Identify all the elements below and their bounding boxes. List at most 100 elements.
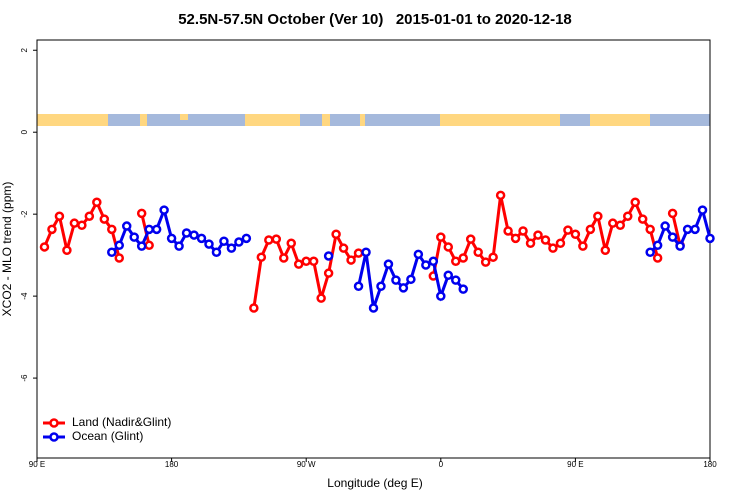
data-point (47, 224, 57, 235)
data-point (219, 236, 229, 246)
data-point (645, 247, 655, 258)
data-point (660, 221, 670, 231)
data-point (39, 242, 50, 252)
data-point (159, 205, 169, 215)
data-point (114, 240, 125, 251)
data-point (62, 245, 72, 255)
data-point (174, 241, 184, 251)
data-point (697, 205, 708, 215)
x-tick-label: 90 W (297, 460, 316, 469)
data-point (480, 257, 491, 267)
data-point (241, 233, 252, 244)
data-point (473, 247, 483, 258)
data-point (323, 251, 334, 261)
data-point (107, 224, 117, 235)
data-point (622, 211, 633, 221)
data-point (518, 226, 528, 236)
legend-marker (49, 418, 59, 428)
data-point (682, 224, 693, 235)
data-point (413, 249, 424, 260)
y-tick-label: 2 (20, 47, 29, 52)
data-point (84, 211, 95, 221)
data-point (585, 224, 596, 235)
x-tick-label: 180 (703, 460, 717, 469)
legend-marker (49, 432, 59, 442)
data-point (286, 238, 296, 249)
data-point (667, 208, 678, 219)
data-point (443, 270, 454, 280)
data-point (563, 225, 573, 235)
data-point (705, 233, 715, 244)
data-point (615, 220, 626, 230)
data-point (361, 247, 371, 258)
data-point (383, 259, 394, 269)
data-point (144, 240, 154, 251)
data-point (331, 229, 341, 239)
data-point (578, 241, 588, 251)
data-point (570, 229, 581, 239)
data-point (525, 238, 536, 249)
data-point (338, 243, 349, 253)
data-point (443, 242, 454, 252)
data-point (308, 256, 319, 267)
data-point (264, 235, 274, 245)
data-point (451, 275, 461, 285)
data-point (99, 214, 110, 224)
data-point (346, 255, 356, 265)
data-point (226, 243, 237, 253)
data-point (451, 256, 461, 267)
data-point (234, 237, 244, 247)
data-point (608, 218, 618, 228)
data-point (92, 197, 102, 208)
y-tick-label: -4 (20, 292, 29, 300)
data-point (510, 233, 521, 244)
data-point (690, 224, 700, 235)
data-point (533, 230, 543, 240)
data-point (540, 235, 551, 245)
data-point (121, 221, 132, 231)
data-point (376, 281, 386, 292)
data-point (69, 218, 80, 228)
data-point (495, 190, 506, 201)
data-point (279, 253, 289, 263)
data-point (645, 224, 655, 235)
data-point (428, 256, 439, 267)
y-tick-label: -6 (20, 374, 29, 382)
data-point (181, 228, 192, 238)
data-point (293, 259, 304, 269)
data-point (323, 268, 334, 278)
data-point (652, 253, 663, 263)
data-point (436, 291, 446, 301)
data-point (436, 232, 446, 242)
data-point (548, 243, 558, 253)
data-point (503, 226, 513, 236)
data-point (144, 224, 154, 235)
legend-label: Ocean (Glint) (72, 429, 143, 443)
data-point (391, 275, 401, 285)
data-point (465, 234, 476, 244)
data-point (166, 233, 177, 244)
y-axis-label: XCO2 - MLO trend (ppm) (0, 182, 14, 317)
data-point (488, 252, 498, 262)
data-point (316, 293, 326, 303)
data-point (593, 211, 603, 221)
data-point (114, 253, 125, 263)
x-tick-label: 0 (439, 460, 444, 469)
data-point (555, 238, 566, 249)
data-point (630, 197, 640, 208)
plot-frame (36, 39, 711, 459)
data-point (271, 234, 282, 244)
data-point (406, 274, 416, 285)
data-point (600, 245, 611, 255)
x-tick-label: 90 E (29, 460, 45, 469)
data-point (353, 248, 364, 258)
data-point (652, 240, 663, 251)
data-point (204, 239, 214, 249)
data-point (458, 284, 468, 294)
data-point (637, 214, 648, 224)
data-point (189, 230, 199, 240)
data-point (77, 220, 87, 230)
chart-title: 52.5N-57.5N October (Ver 10) 2015-01-01 … (178, 11, 572, 28)
